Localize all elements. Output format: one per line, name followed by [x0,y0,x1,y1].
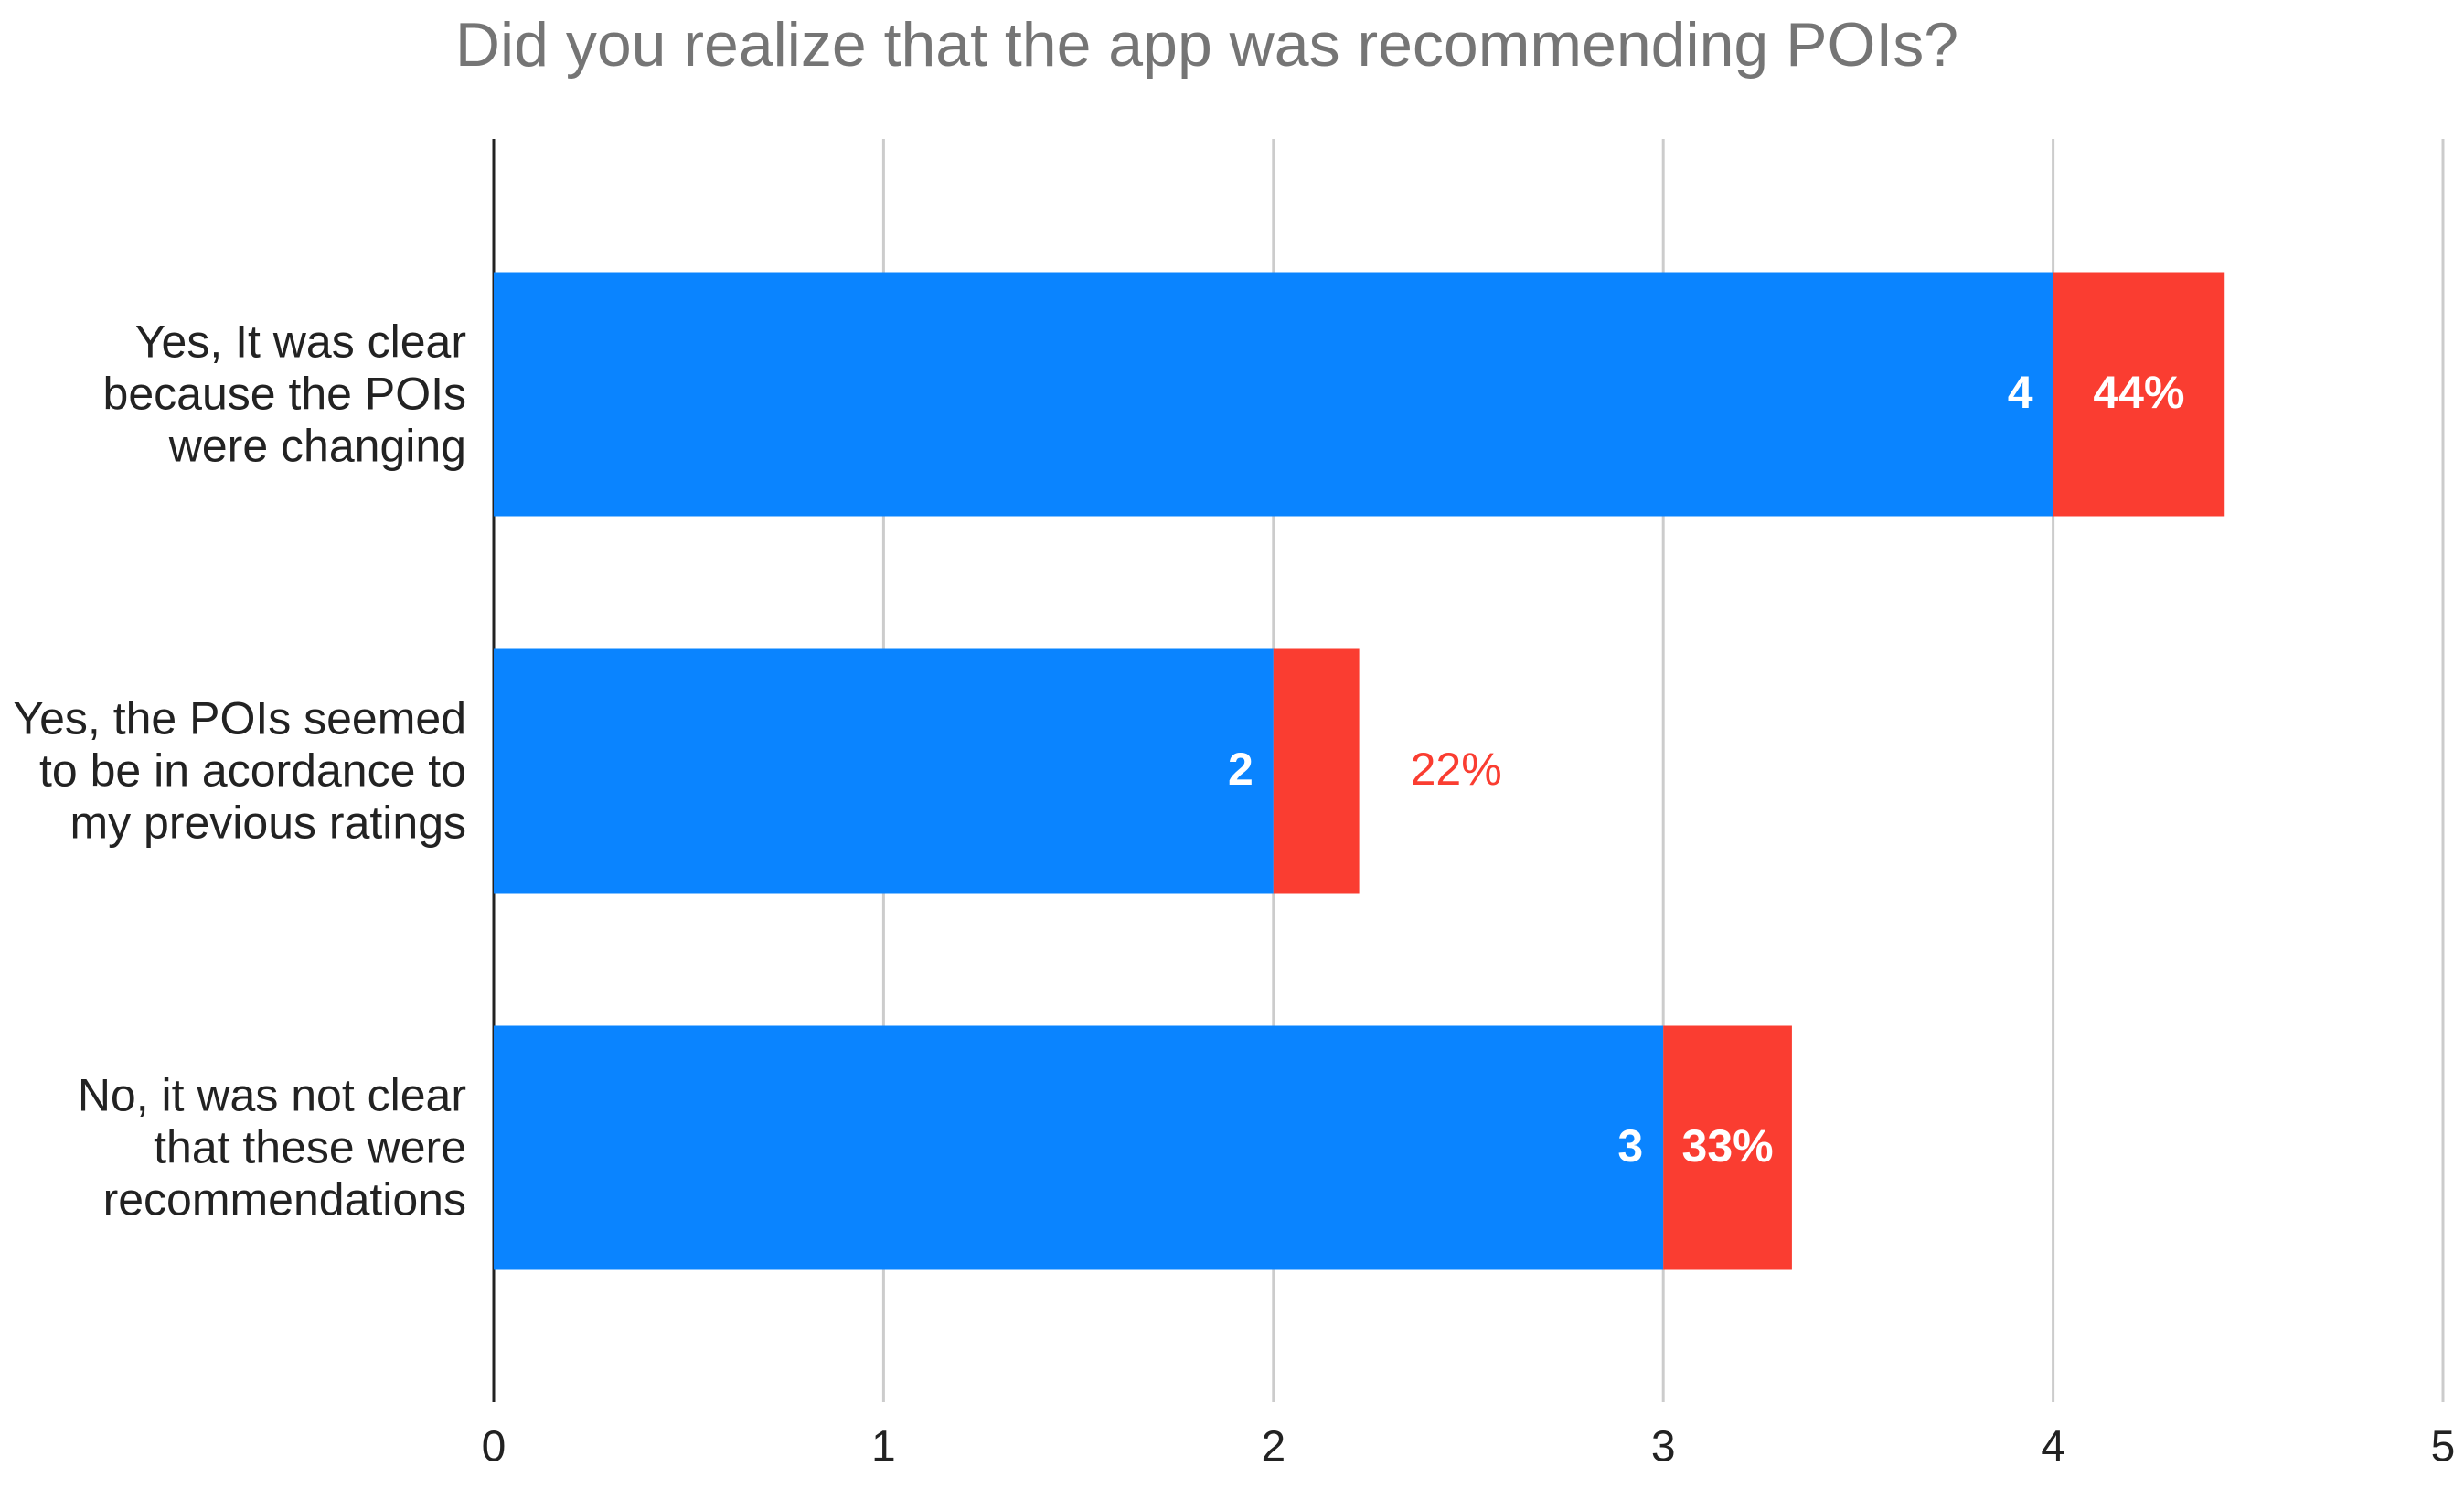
x-tick-label: 0 [482,1423,507,1472]
data-label: 2 [1228,744,1253,795]
x-tick-label: 4 [2041,1423,2065,1472]
category-label: Yes, It was clear because the POIs were … [102,316,466,472]
data-label: 4 [2008,367,2033,418]
bar-segment [1663,1025,1792,1270]
bar-segment [494,1025,1664,1270]
category-label: No, it was not clear that these were rec… [77,1069,466,1226]
bar-segment [1273,648,1360,894]
data-label: 3 [1617,1120,1643,1172]
data-label: 22% [1411,744,1502,795]
data-label: 33% [1682,1120,1774,1172]
data-label: 44% [2093,367,2184,418]
x-tick-label: 2 [1261,1423,1285,1472]
chart-title: Did you realize that the app was recomme… [455,10,1958,80]
x-tick-label: 3 [1651,1423,1676,1472]
bar-segment [494,272,2053,517]
bar-segment [2053,272,2225,517]
x-tick-label: 5 [2431,1423,2456,1472]
category-label: Yes, the POIs seemed to be in acordance … [13,692,466,849]
bar-segment [494,648,1274,894]
x-tick-label: 1 [871,1423,896,1472]
